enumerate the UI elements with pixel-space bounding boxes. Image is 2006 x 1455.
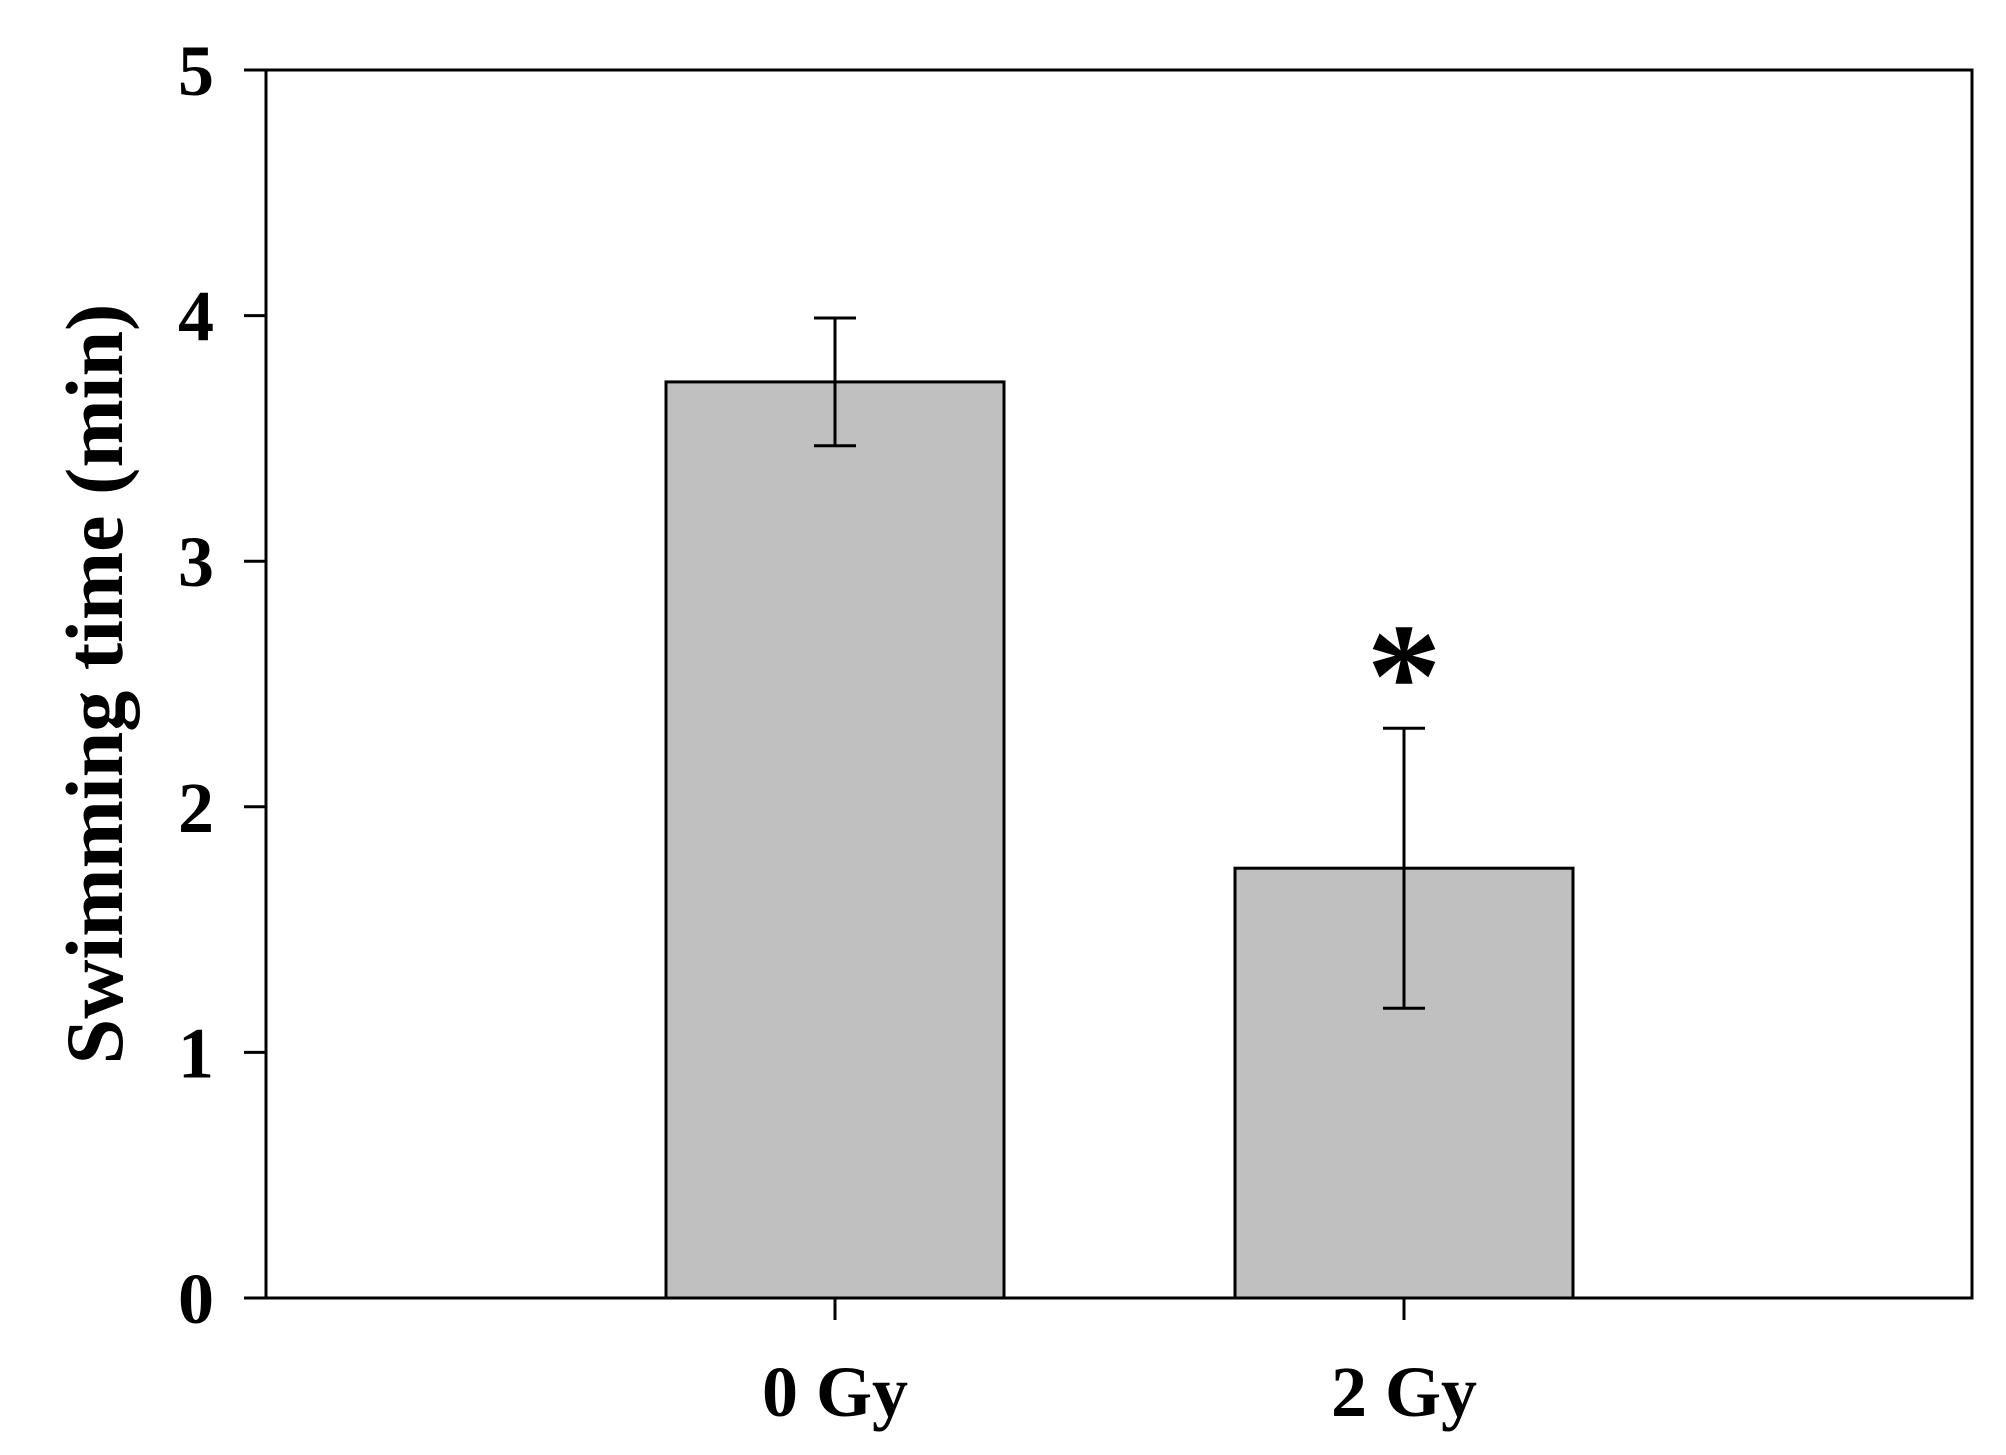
bars (664, 380, 1575, 1300)
y-tick-label: 4 (178, 277, 214, 357)
x-tick-label: 2 Gy (1331, 1352, 1477, 1432)
x-axis-ticks: 0 Gy 2 Gy (762, 1298, 1477, 1432)
y-tick-label: 0 (178, 1259, 214, 1339)
plot-frame (264, 68, 1974, 1300)
y-axis-ticks: 0 1 2 3 4 5 (178, 31, 266, 1339)
y-tick-label: 3 (178, 522, 214, 602)
y-tick-label: 5 (178, 31, 214, 111)
y-axis-label: Swimming time (min) (49, 304, 140, 1065)
annotations: * (1367, 593, 1442, 759)
significance-marker: * (1367, 593, 1442, 759)
bar (664, 380, 1006, 1300)
y-tick-label: 1 (178, 1013, 214, 1093)
x-tick-label: 0 Gy (762, 1352, 908, 1432)
y-tick-label: 2 (178, 768, 214, 848)
error-bars (814, 316, 1425, 1010)
